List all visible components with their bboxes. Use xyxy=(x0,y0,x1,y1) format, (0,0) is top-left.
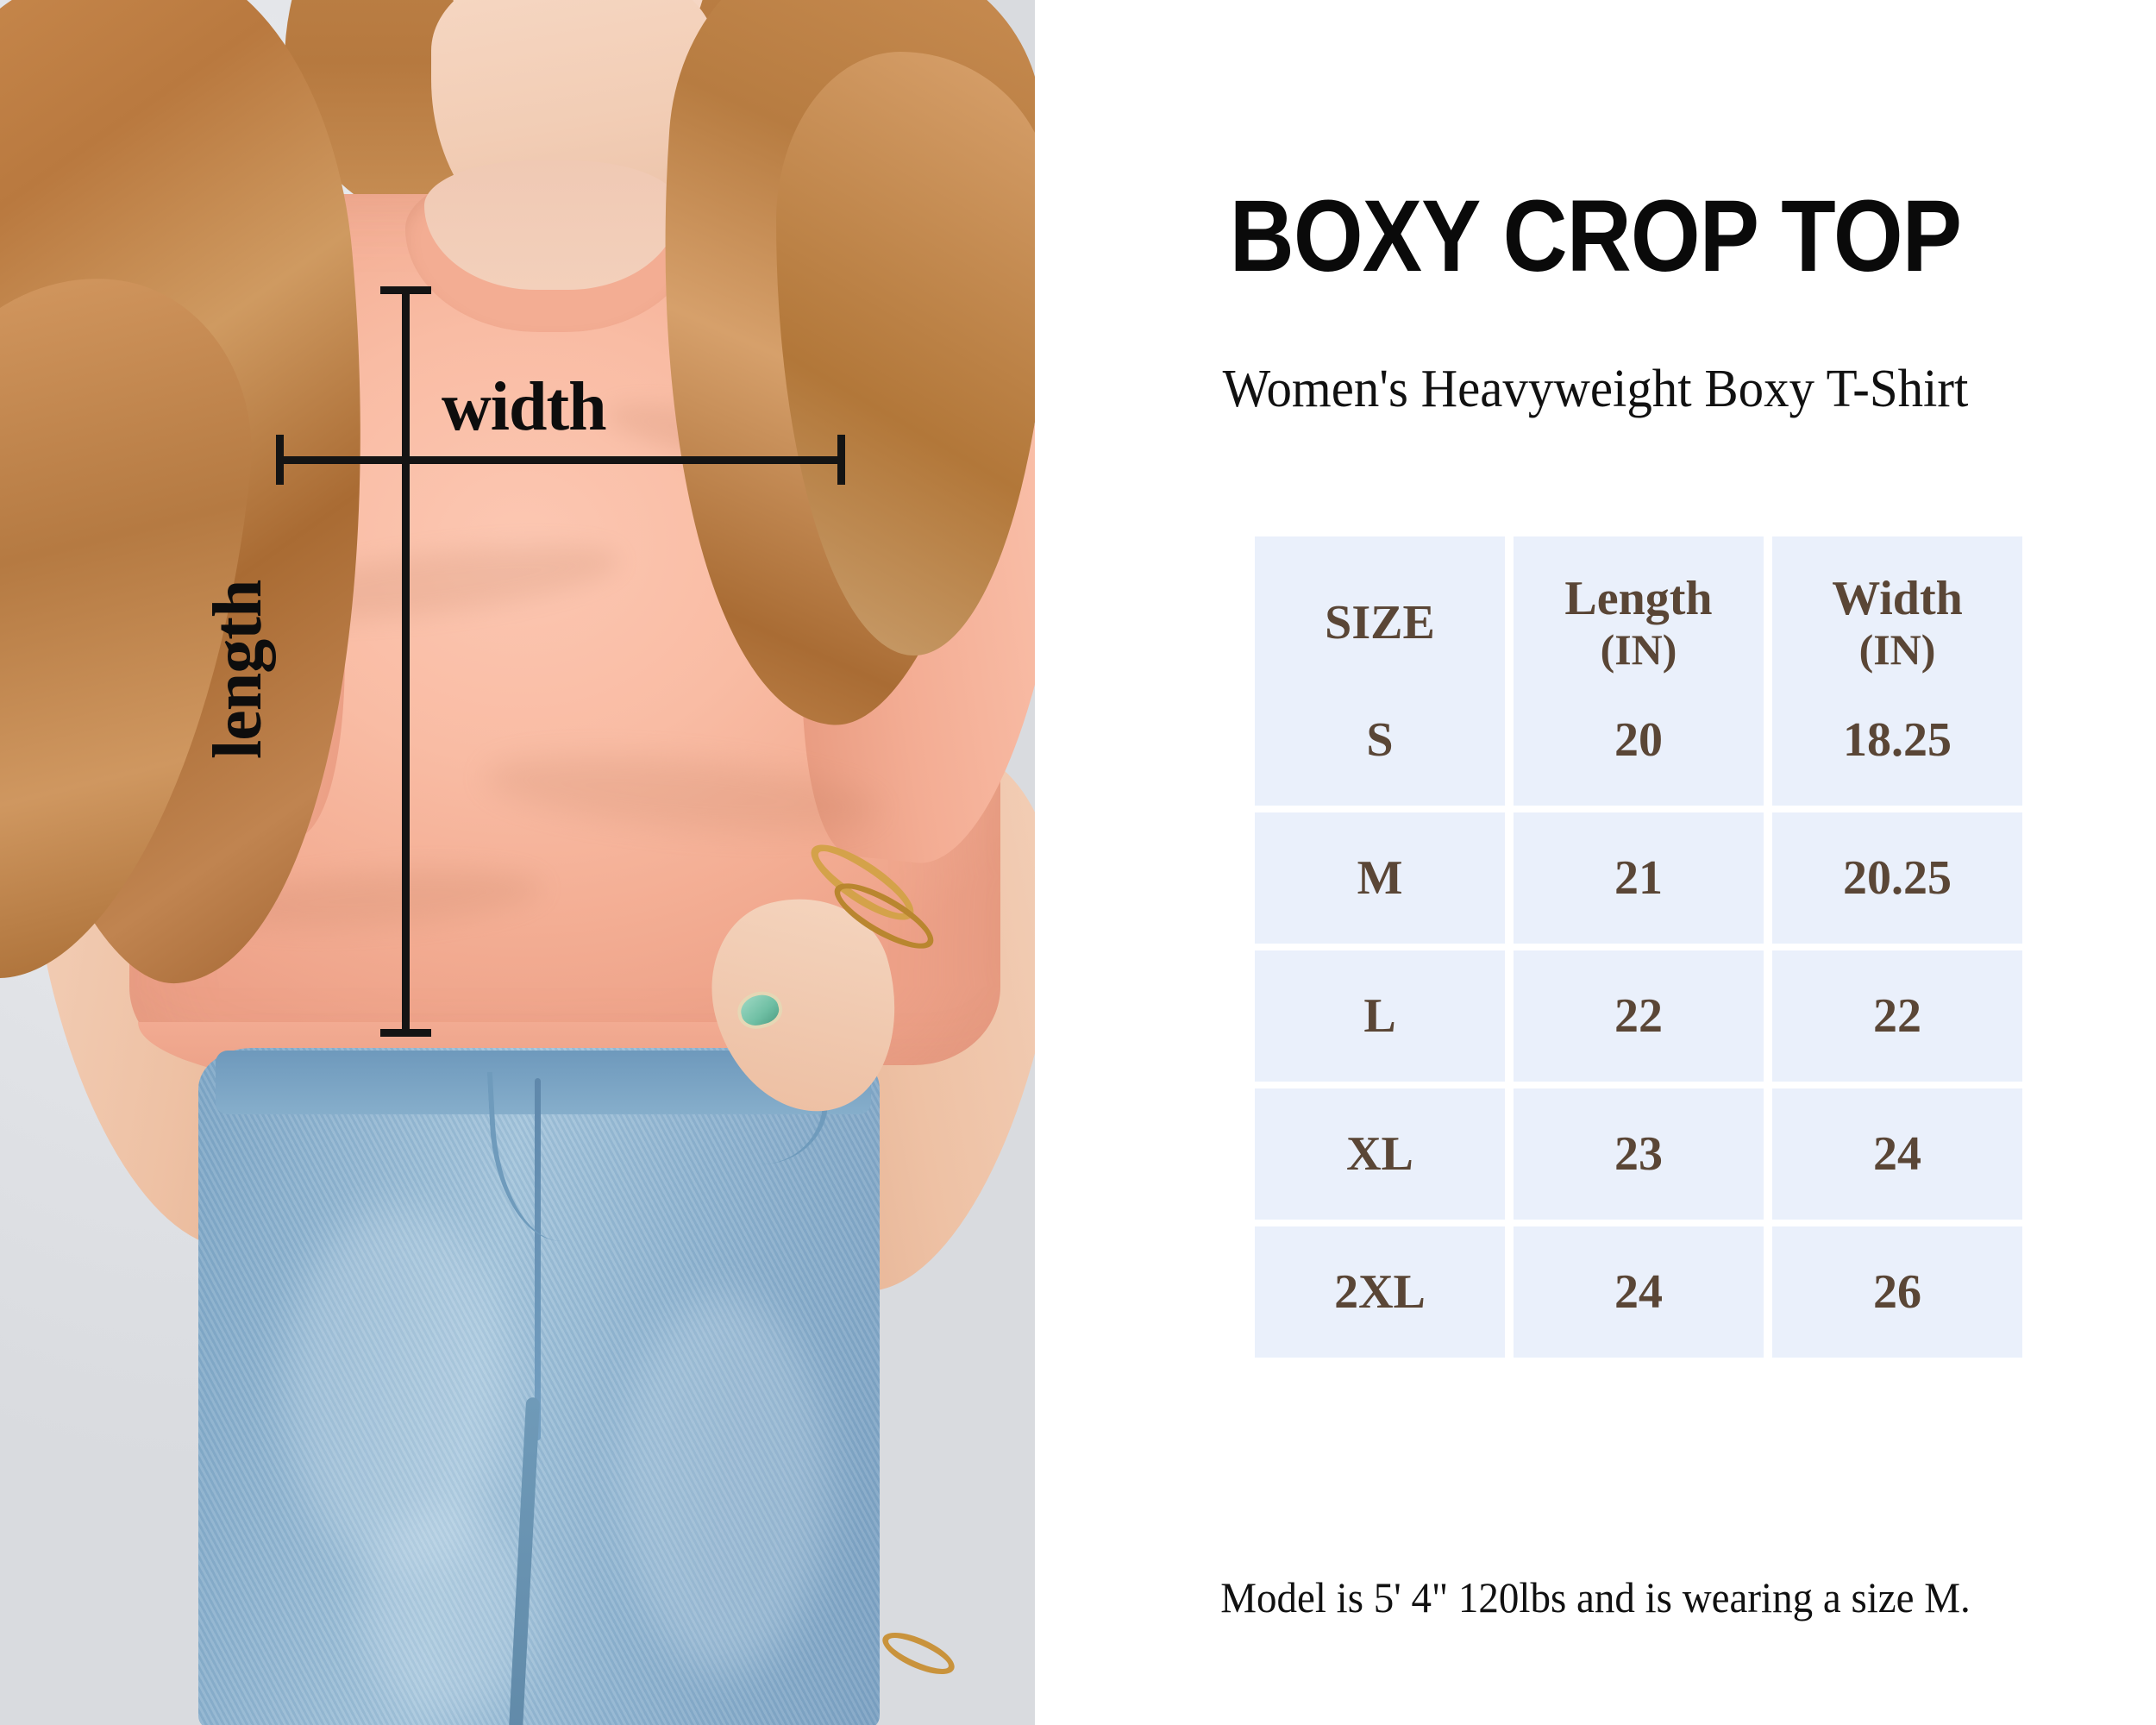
table-cell: 21 xyxy=(1514,812,1764,944)
width-measurement-line xyxy=(276,456,845,464)
table-cell: 24 xyxy=(1514,1226,1764,1358)
page-title: BOXY CROP TOP xyxy=(1229,179,1962,293)
table-cell: 2XL xyxy=(1255,1226,1505,1358)
table-cell: 18.25 xyxy=(1772,674,2022,806)
table-cell: 20.25 xyxy=(1772,812,2022,944)
table-cell: M xyxy=(1255,812,1505,944)
table-cell: 22 xyxy=(1772,950,2022,1082)
product-photo: width length xyxy=(0,0,1035,1725)
model-figure xyxy=(0,0,1035,1725)
table-cell: 24 xyxy=(1772,1088,2022,1220)
page-subtitle: Women's Heavyweight Boxy T-Shirt xyxy=(1222,360,1969,418)
table-header-label: Width xyxy=(1832,571,1963,625)
table-cell: 20 xyxy=(1514,674,1764,806)
tshirt-collar-opening xyxy=(424,160,680,290)
model-note: Model is 5' 4" 120lbs and is wearing a s… xyxy=(1220,1573,1971,1622)
table-cell: L xyxy=(1255,950,1505,1082)
table-header-unit: (IN) xyxy=(1858,625,1936,674)
width-label: width xyxy=(442,369,607,445)
gold-bracelet xyxy=(876,1624,961,1683)
denim-highlight xyxy=(621,1294,828,1673)
size-chart-table: SIZE Length (IN) Width (IN) S 20 18.25 M 21 20.25 L… xyxy=(1255,536,2022,1358)
table-cell: S xyxy=(1255,674,1505,806)
table-cell: XL xyxy=(1255,1088,1505,1220)
table-header-unit: (IN) xyxy=(1600,625,1677,674)
table-header-label: Length xyxy=(1564,571,1713,625)
length-line-bottom-cap xyxy=(380,1029,431,1037)
denim-highlight xyxy=(362,1509,535,1716)
length-measurement-line xyxy=(402,286,410,1037)
jeans-right-pocket xyxy=(716,1061,828,1164)
table-cell: 22 xyxy=(1514,950,1764,1082)
length-label: length xyxy=(200,580,276,759)
table-cell: 26 xyxy=(1772,1226,2022,1358)
table-header-label: SIZE xyxy=(1325,595,1435,649)
denim-highlight xyxy=(285,1208,509,1570)
width-line-right-cap xyxy=(837,435,845,485)
jeans-fly-seam xyxy=(535,1078,541,1440)
table-cell: 23 xyxy=(1514,1088,1764,1220)
